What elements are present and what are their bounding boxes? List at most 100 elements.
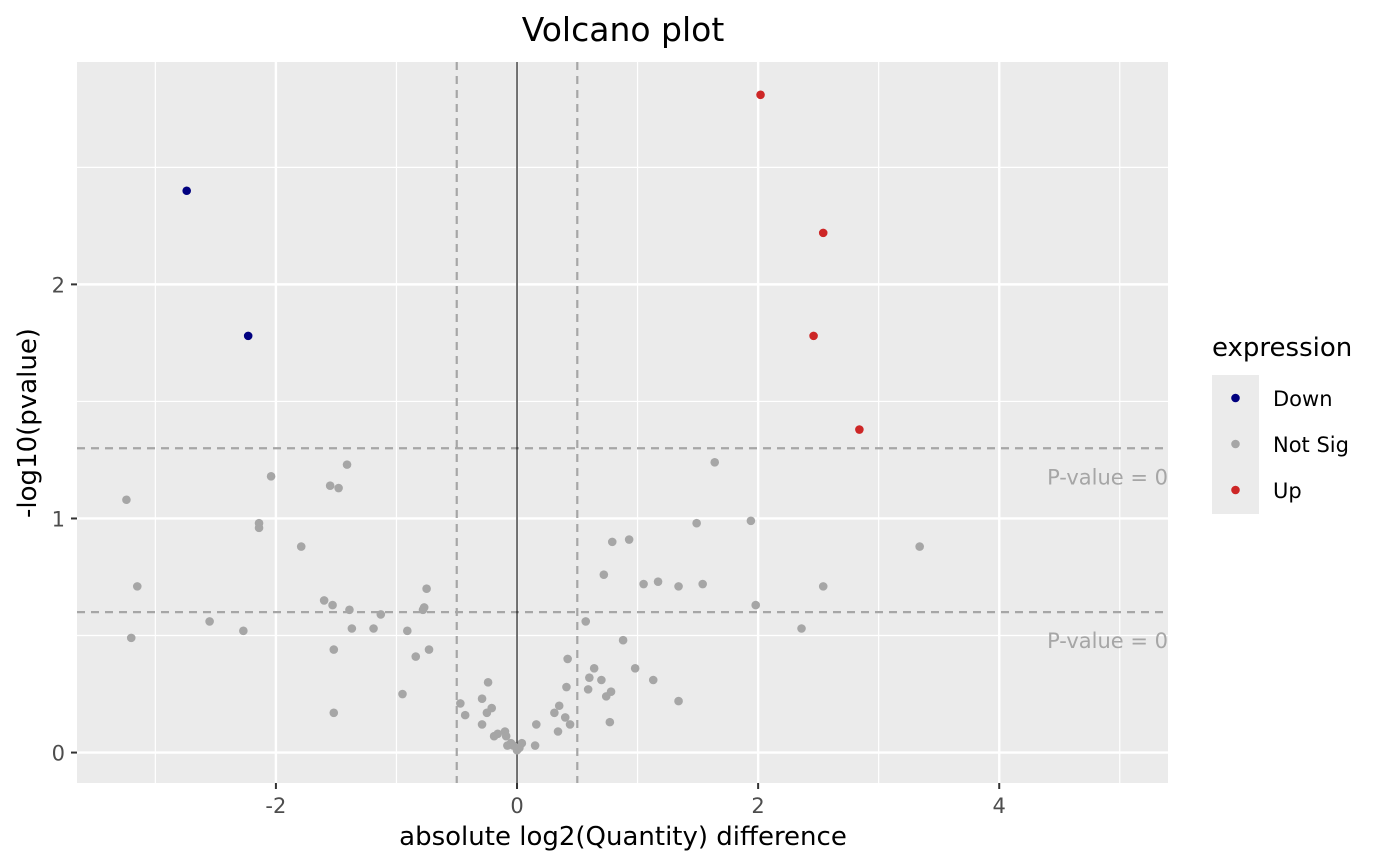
point-not-sig [424,645,434,654]
point-not-sig [422,584,431,594]
legend-label: Not Sig [1273,433,1349,457]
point-not-sig [583,685,593,694]
point-not-sig [483,678,493,687]
plot-panel [77,62,1168,783]
point-not-sig [550,708,559,718]
point-not-sig [329,708,339,718]
point-not-sig [618,635,628,645]
minor-gridlines [77,62,1168,783]
annotations: P-value = 0 P-value = 0 [1047,465,1168,653]
point-not-sig [126,633,136,643]
point-not-sig [530,741,540,750]
point-not-sig [818,582,828,591]
point-not-sig [605,717,615,727]
point-not-sig [477,694,487,704]
point-not-sig [630,663,640,673]
point-not-sig [915,542,924,551]
point-not-sig [334,483,343,493]
point-not-sig [369,624,378,633]
pvalue-annotation: P-value = 0 [1047,629,1168,653]
point-not-sig [606,687,616,697]
chart-title: Volcano plot [522,10,725,49]
point-not-sig [560,713,570,722]
point-not-sig [376,610,386,619]
point-not-sig [639,579,648,589]
x-axis: -2 0 2 4 [265,783,1006,818]
point-not-sig [329,645,339,654]
point-not-sig [296,542,306,551]
point-not-sig [692,518,701,528]
point-not-sig [589,663,599,673]
legend-key-down [1231,393,1240,403]
point-not-sig [419,603,429,612]
point-not-sig [746,516,756,526]
point-not-sig [403,626,412,636]
point-not-sig [456,699,465,708]
point-not-sig [674,696,683,706]
legend-key-not-sig [1231,439,1240,449]
pvalue-annotation: P-value = 0 [1047,465,1168,489]
point-not-sig [487,703,497,713]
point-not-sig [553,727,563,736]
point-not-sig [563,654,572,664]
x-tick-label: 4 [993,794,1006,818]
point-not-sig [698,579,707,589]
y-tick-label: 1 [52,507,65,531]
legend-label: Up [1273,479,1302,503]
point-not-sig [562,682,571,692]
point-not-sig [319,596,329,605]
point-up [855,425,864,434]
point-not-sig [653,577,663,586]
point-not-sig [585,673,594,682]
point-not-sig [325,481,335,491]
x-tick-label: 0 [510,794,523,818]
legend-label: Down [1273,387,1333,411]
point-down [182,186,192,196]
reference-lines [77,62,1168,783]
point-not-sig [597,675,606,685]
point-not-sig [599,570,609,579]
point-not-sig [624,535,634,544]
point-not-sig [411,652,421,661]
point-not-sig [751,600,761,610]
point-not-sig [797,624,806,633]
point-not-sig [342,460,352,469]
point-up [756,90,765,100]
legend: expression Down Not Sig Up [1212,333,1352,514]
point-not-sig [398,689,407,699]
data-points [122,90,924,755]
point-not-sig [517,738,527,748]
y-tick-label: 2 [52,273,65,297]
y-axis: 0 1 2 [52,273,77,766]
point-not-sig [493,729,503,739]
point-not-sig [648,675,658,685]
point-not-sig [239,626,248,636]
point-not-sig [581,617,591,626]
point-not-sig [710,457,720,467]
point-up [809,331,818,341]
x-tick-label: 2 [751,794,764,818]
point-not-sig [607,537,617,547]
legend-title: expression [1212,333,1352,363]
point-not-sig [254,523,264,533]
point-not-sig [122,495,131,505]
point-not-sig [460,710,470,720]
point-not-sig [554,701,564,711]
point-not-sig [328,600,337,610]
point-not-sig [345,605,354,615]
y-axis-label: -log10(pvalue) [13,328,43,518]
point-up [818,228,828,238]
point-not-sig [501,731,511,741]
point-not-sig [674,582,683,591]
x-tick-label: -2 [265,794,286,818]
point-not-sig [532,720,541,729]
point-not-sig [347,624,357,633]
point-not-sig [565,720,575,729]
point-not-sig [205,617,214,626]
y-tick-label: 0 [52,742,65,766]
legend-key-up [1231,485,1240,495]
point-not-sig [132,582,142,591]
point-not-sig [266,472,276,481]
x-axis-label: absolute log2(Quantity) difference [399,822,847,852]
